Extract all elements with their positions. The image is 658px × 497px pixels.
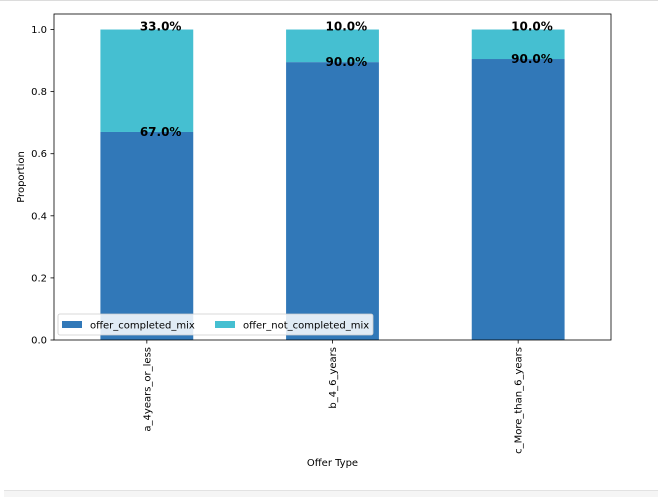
legend: offer_completed_mix offer_not_completed_m… (57, 313, 374, 336)
y-tick-label: 1.0 (31, 25, 47, 36)
x-axis: a_4years_or_less b_4_6_years c_More_than_6… (142, 340, 525, 454)
bar-completed-1 (286, 62, 379, 340)
y-tick-label: 0.8 (31, 87, 47, 98)
data-labels: 67.0% 33.0% 90.0% 10.0% 90.0% 10.0% (140, 20, 553, 139)
data-label-completed: 90.0% (511, 52, 553, 66)
legend-label-not-completed: offer_not_completed_mix (243, 321, 369, 332)
y-axis: 0.0 0.2 0.4 0.6 0.8 1.0 (31, 25, 54, 347)
bar-completed-2 (471, 59, 565, 341)
x-tick-label: c_More_than_6_years (514, 347, 525, 454)
top-divider (0, 0, 658, 1)
y-tick-label: 0.0 (31, 336, 47, 347)
bar-not-completed-1 (286, 29, 379, 63)
data-label-completed: 67.0% (140, 125, 182, 139)
bar-not-completed-0 (100, 29, 194, 132)
x-tick-label: a_4years_or_less (142, 347, 153, 432)
bars-group (100, 29, 565, 341)
x-axis-title: Offer Type (307, 458, 358, 469)
bottom-scroll-area (4, 490, 658, 497)
bar-completed-0 (100, 131, 194, 340)
y-tick-label: 0.4 (31, 211, 47, 222)
y-axis-title: Proportion (16, 151, 27, 203)
legend-swatch-completed (62, 321, 82, 328)
y-tick-label: 0.2 (31, 273, 47, 284)
data-label-not-completed: 33.0% (140, 20, 182, 34)
data-label-not-completed: 10.0% (326, 20, 368, 34)
legend-label-completed: offer_completed_mix (90, 321, 195, 332)
data-label-not-completed: 10.0% (511, 20, 553, 34)
x-tick-label: b_4_6_years (328, 347, 339, 409)
data-label-completed: 90.0% (326, 55, 368, 69)
y-tick-label: 0.6 (31, 149, 47, 160)
bar-not-completed-2 (471, 29, 565, 60)
legend-swatch-not-completed (215, 321, 235, 328)
